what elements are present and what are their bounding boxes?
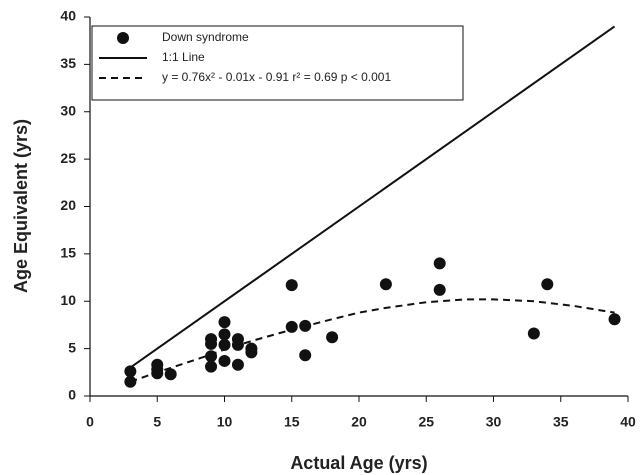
x-tick-label: 20 (351, 414, 367, 430)
legend-label: Down syndrome (162, 30, 249, 44)
data-point (205, 337, 218, 350)
data-point (205, 360, 218, 373)
data-point (433, 283, 446, 296)
legend-label: y = 0.76x² - 0.01x - 0.91 r² = 0.69 p < … (162, 70, 391, 84)
y-tick-label: 25 (60, 150, 76, 166)
x-tick-label: 0 (86, 414, 94, 430)
data-point (541, 278, 554, 291)
data-point (218, 316, 231, 329)
data-point (433, 257, 446, 270)
y-tick-label: 30 (60, 102, 76, 118)
y-tick-label: 0 (68, 387, 76, 403)
y-tick-label: 5 (68, 339, 76, 355)
y-axis-title: Age Equivalent (yrs) (11, 119, 31, 293)
data-point (379, 278, 392, 291)
data-point (164, 368, 177, 381)
x-axis-title: Actual Age (yrs) (290, 453, 427, 473)
legend-marker (117, 32, 129, 44)
x-tick-label: 30 (486, 414, 502, 430)
x-tick-label: 10 (217, 414, 233, 430)
reference-line (129, 25, 616, 369)
x-tick-label: 15 (284, 414, 300, 430)
x-tick-label: 35 (553, 414, 569, 430)
data-point (285, 279, 298, 292)
x-tick-label: 40 (620, 414, 636, 430)
y-tick-label: 35 (60, 55, 76, 71)
data-point (299, 349, 312, 362)
data-point (218, 354, 231, 367)
data-point (285, 320, 298, 333)
y-tick-label: 15 (60, 245, 76, 261)
legend-box (91, 25, 464, 101)
fit-curve (130, 298, 615, 383)
data-point (608, 313, 621, 326)
data-point (326, 331, 339, 344)
legend-label: 1:1 Line (162, 50, 205, 64)
x-tick-label: 5 (153, 414, 161, 430)
data-point (231, 358, 244, 371)
data-point (124, 365, 137, 378)
data-point (245, 346, 258, 359)
data-point (218, 328, 231, 341)
data-point (527, 327, 540, 340)
x-tick-label: 25 (418, 414, 434, 430)
y-tick-label: 10 (60, 292, 76, 308)
y-tick-label: 40 (60, 8, 76, 24)
y-tick-label: 20 (60, 197, 76, 213)
